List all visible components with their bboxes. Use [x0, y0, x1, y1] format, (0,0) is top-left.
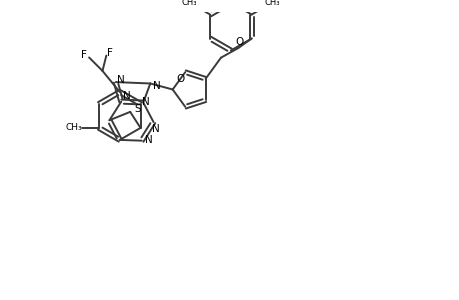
Text: N: N — [151, 124, 159, 134]
Text: F: F — [107, 48, 113, 58]
Text: CH₃: CH₃ — [264, 0, 280, 7]
Text: F: F — [81, 50, 87, 60]
Text: CH₃: CH₃ — [66, 123, 82, 132]
Text: N: N — [117, 75, 124, 85]
Text: O: O — [235, 37, 243, 47]
Text: N: N — [123, 91, 130, 101]
Text: S: S — [134, 104, 141, 114]
Text: O: O — [176, 74, 184, 84]
Text: N: N — [153, 81, 161, 92]
Text: N: N — [142, 97, 150, 107]
Text: N: N — [144, 135, 152, 145]
Text: CH₃: CH₃ — [181, 0, 197, 7]
